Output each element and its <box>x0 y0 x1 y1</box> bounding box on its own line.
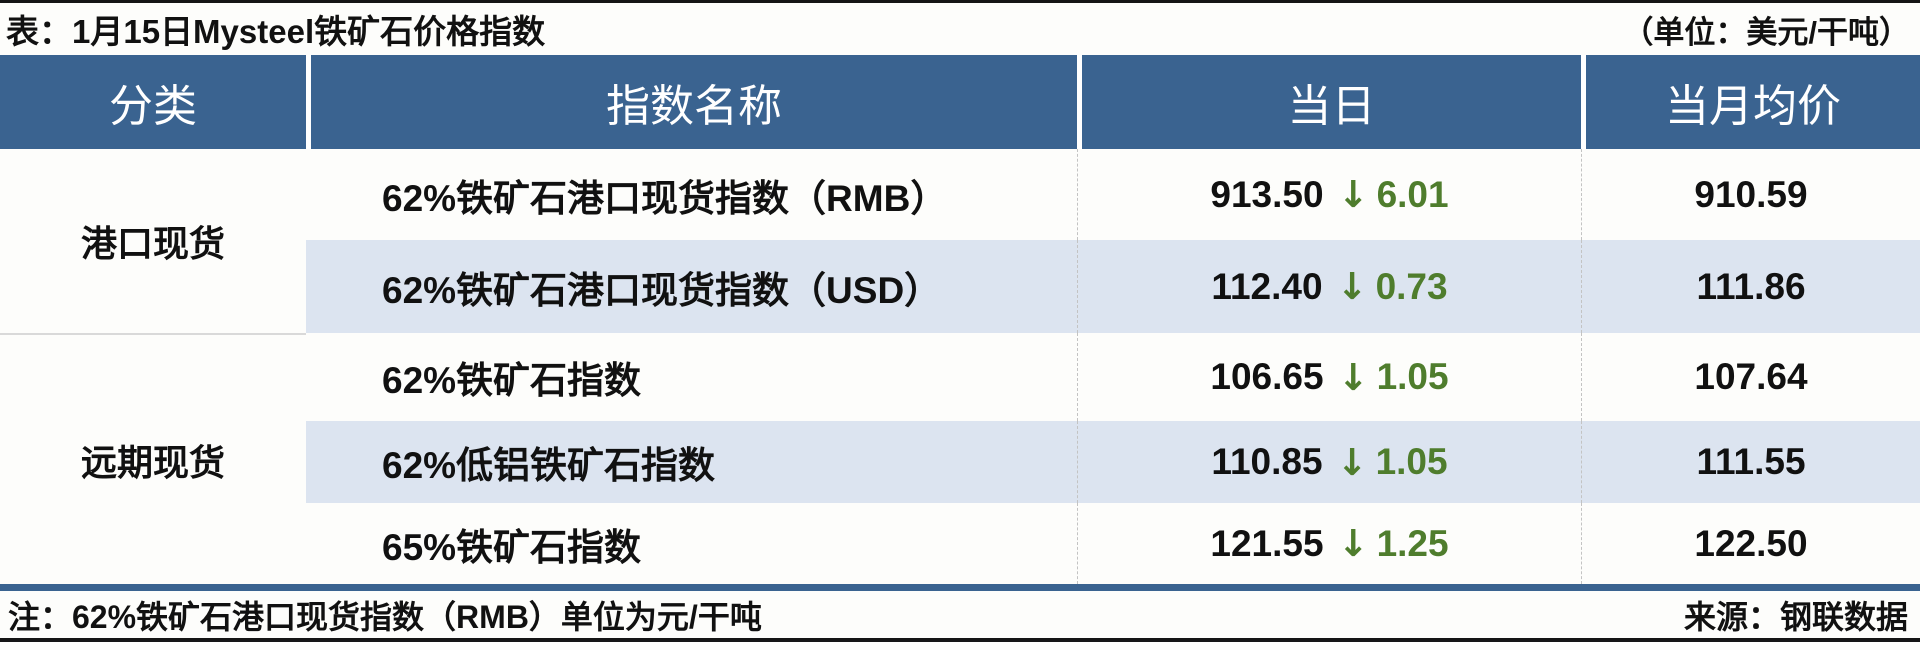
table-cell-monthly-avg: 910.59 <box>1581 149 1920 240</box>
daily-value: 121.55 <box>1210 522 1324 564</box>
down-arrow-icon: ↓ <box>1337 173 1369 216</box>
table-cell-monthly-avg: 122.50 <box>1581 503 1920 584</box>
footer-bar: 注：62%铁矿石港口现货指数（RMB）单位为元/干吨 来源：钢联数据 <box>0 591 1920 638</box>
daily-change: ↓ 1.25 <box>1338 522 1449 565</box>
down-arrow-icon: ↓ <box>1337 355 1369 399</box>
column-header-monthly-avg: 当月均价 <box>1581 55 1920 149</box>
table-cell-index-name: 65%铁矿石指数 <box>306 503 1077 584</box>
daily-value: 112.40 <box>1211 265 1323 307</box>
footnote: 注：62%铁矿石港口现货指数（RMB）单位为元/干吨 <box>8 598 762 635</box>
change-value: 1.05 <box>1375 441 1448 482</box>
table-cell-monthly-avg: 111.55 <box>1581 421 1920 503</box>
table-cell-monthly-avg: 107.64 <box>1581 333 1920 421</box>
daily-change: ↓ 0.73 <box>1337 265 1448 308</box>
daily-change: ↓ 1.05 <box>1338 356 1449 399</box>
table-bottom-rule <box>0 584 1920 591</box>
table-cell-daily: 112.40 ↓ 0.73 <box>1077 240 1581 333</box>
table-cell-daily: 913.50 ↓ 6.01 <box>1077 149 1581 240</box>
daily-change: ↓ 6.01 <box>1338 173 1449 216</box>
daily-value: 110.85 <box>1211 441 1323 482</box>
change-value: 1.25 <box>1376 522 1449 564</box>
table-cell-index-name: 62%铁矿石指数 <box>306 333 1077 421</box>
table-cell-monthly-avg: 111.86 <box>1581 240 1920 333</box>
bottom-border-line <box>0 638 1920 642</box>
page-title: 表：1月15日Mysteel铁矿石价格指数 <box>6 13 546 50</box>
category-cell-port-spot: 港口现货 <box>0 149 306 333</box>
data-source: 来源：钢联数据 <box>1683 598 1908 635</box>
table-cell-daily: 110.85 ↓ 1.05 <box>1077 421 1581 503</box>
down-arrow-icon: ↓ <box>1337 522 1369 565</box>
column-header-category: 分类 <box>0 55 306 149</box>
table-cell-index-name: 62%铁矿石港口现货指数（RMB） <box>306 149 1077 240</box>
table-cell-daily: 121.55 ↓ 1.25 <box>1077 503 1581 584</box>
unit-note: （单位：美元/干吨） <box>1622 14 1910 50</box>
down-arrow-icon: ↓ <box>1336 440 1368 484</box>
table-cell-daily: 106.65 ↓ 1.05 <box>1077 333 1581 421</box>
title-bar: 表：1月15日Mysteel铁矿石价格指数 （单位：美元/干吨） <box>0 3 1920 55</box>
down-arrow-icon: ↓ <box>1336 265 1368 308</box>
daily-change: ↓ 1.05 <box>1337 441 1448 484</box>
column-header-daily: 当日 <box>1077 55 1581 149</box>
daily-value: 106.65 <box>1210 356 1324 397</box>
category-cell-forward-spot: 远期现货 <box>0 333 306 584</box>
table-cell-index-name: 62%铁矿石港口现货指数（USD） <box>306 240 1077 333</box>
daily-value: 913.50 <box>1210 173 1324 215</box>
column-header-index-name: 指数名称 <box>306 55 1077 149</box>
change-value: 0.73 <box>1375 265 1448 307</box>
table-cell-index-name: 62%低铝铁矿石指数 <box>306 421 1077 503</box>
change-value: 1.05 <box>1376 356 1449 397</box>
top-border-line <box>0 0 1920 3</box>
change-value: 6.01 <box>1376 173 1449 215</box>
price-index-table: 分类 指数名称 当日 当月均价 港口现货 远期现货 62%铁矿石港口现货指数（R… <box>0 55 1920 584</box>
